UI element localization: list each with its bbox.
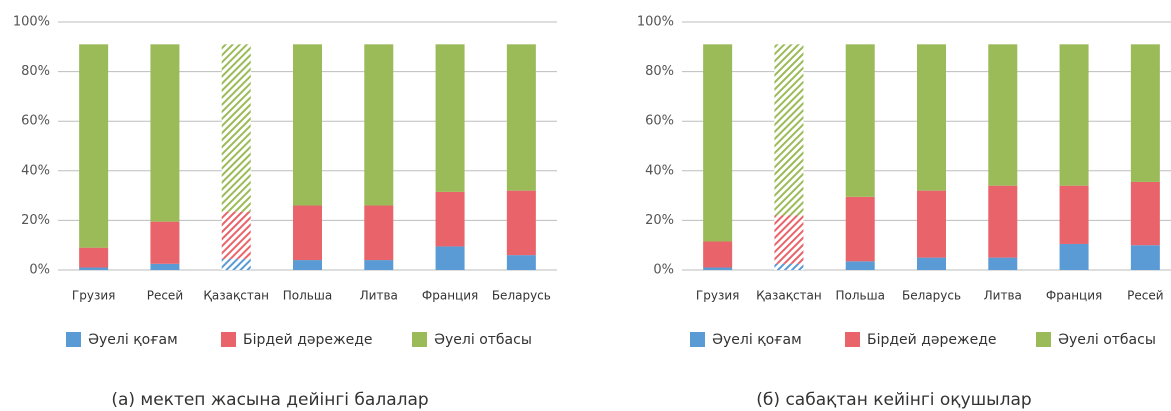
y-tick-label: 80%	[645, 64, 674, 79]
bar-segment	[293, 260, 322, 270]
y-tick-label: 40%	[21, 163, 50, 178]
bar-segment	[1130, 44, 1160, 182]
legend-swatch	[66, 332, 81, 347]
y-tick-label: 20%	[21, 213, 50, 228]
x-tick-label: Грузия	[72, 289, 115, 303]
legend-swatch	[1036, 332, 1051, 347]
bar-segment	[774, 263, 804, 270]
bar-segment	[988, 44, 1018, 186]
bar-segment	[221, 44, 251, 212]
x-tick-label: Беларусь	[902, 289, 961, 303]
bar-segment	[1130, 181, 1160, 246]
bar-segment	[364, 44, 394, 206]
legend-label: Әуелі қоғам	[712, 332, 802, 348]
x-tick-label: Польша	[835, 289, 884, 303]
caption: (б) сабақтан кейінгі оқушылар	[756, 390, 1031, 410]
bar-segment	[506, 190, 536, 256]
x-tick-label: Қазақстан	[756, 289, 822, 303]
y-tick-label: 60%	[21, 114, 50, 129]
bar-segment	[79, 44, 109, 248]
legend-label: Бірдей дәрежеде	[243, 332, 373, 348]
bar-segment	[774, 215, 804, 264]
y-tick-label: 0%	[29, 263, 50, 278]
bar-segment	[703, 44, 733, 242]
bar-segment	[364, 205, 394, 261]
legend-swatch	[845, 332, 860, 347]
bar-segment	[79, 267, 109, 270]
bar-segment	[988, 185, 1018, 258]
bar-segment	[703, 267, 733, 270]
bar-segment	[845, 196, 875, 262]
bar-segment	[150, 221, 180, 264]
bar-segment	[917, 44, 946, 191]
bar-segment	[703, 241, 733, 268]
caption: (а) мектеп жасына дейінгі балалар	[111, 390, 428, 410]
x-tick-label: Франция	[422, 289, 478, 303]
bar-segment	[435, 44, 465, 192]
x-tick-label: Грузия	[696, 289, 739, 303]
bar-segment	[221, 211, 251, 259]
bar-segment	[293, 205, 322, 261]
bar-segment	[988, 257, 1018, 270]
bar-segment	[221, 258, 251, 270]
x-tick-label: Литва	[984, 289, 1022, 303]
bar-segment	[1059, 243, 1089, 270]
x-tick-label: Литва	[360, 289, 398, 303]
x-tick-label: Ресей	[147, 289, 183, 303]
bar-segment	[1130, 245, 1160, 270]
legend-label: Әуелі отбасы	[1058, 332, 1156, 348]
y-tick-label: 100%	[13, 15, 50, 30]
legend-swatch	[221, 332, 236, 347]
bar-segment	[1059, 185, 1089, 244]
x-tick-label: Польша	[283, 289, 332, 303]
bar-segment	[774, 44, 804, 216]
bar-segment	[293, 44, 322, 206]
legend-label: Әуелі қоғам	[88, 332, 178, 348]
x-tick-label: Ресей	[1127, 289, 1163, 303]
bar-segment	[506, 255, 536, 270]
bar-segment	[845, 261, 875, 270]
x-tick-label: Франция	[1046, 289, 1102, 303]
bar-segment	[435, 246, 465, 270]
legend-label: Бірдей дәрежеде	[867, 332, 997, 348]
legend-swatch	[412, 332, 427, 347]
y-tick-label: 80%	[21, 64, 50, 79]
y-tick-label: 100%	[637, 15, 674, 30]
bar-segment	[435, 191, 465, 247]
bar-segment	[364, 260, 394, 270]
bar-segment	[506, 44, 536, 191]
bar-segment	[917, 190, 946, 258]
bar-segment	[1059, 44, 1089, 186]
y-tick-label: 0%	[653, 263, 674, 278]
legend-swatch	[690, 332, 705, 347]
y-tick-label: 40%	[645, 163, 674, 178]
y-tick-label: 20%	[645, 213, 674, 228]
bar-segment	[845, 44, 875, 197]
y-tick-label: 60%	[645, 114, 674, 129]
x-tick-label: Қазақстан	[203, 289, 269, 303]
bar-segment	[150, 263, 180, 270]
bar-segment	[79, 247, 109, 268]
bar-segment	[917, 257, 946, 270]
legend-label: Әуелі отбасы	[434, 332, 532, 348]
bar-segment	[150, 44, 180, 222]
x-tick-label: Беларусь	[492, 289, 551, 303]
